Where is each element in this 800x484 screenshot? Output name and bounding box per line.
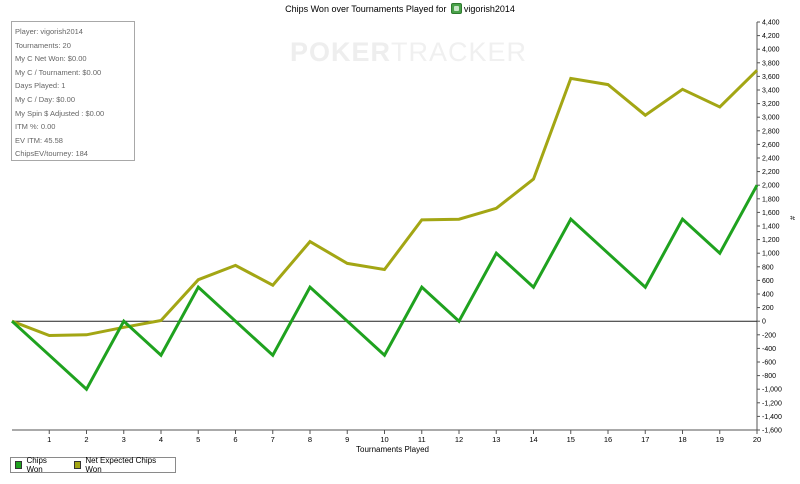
x-axis-label: Tournaments Played xyxy=(356,445,429,454)
stat-itm-percent: ITM %: 0.00 xyxy=(15,122,56,132)
stat-player: Player: vigorish2014 xyxy=(15,27,83,36)
y-tick-label: -400 xyxy=(762,346,776,353)
series-line-net-expected xyxy=(11,69,759,338)
stat-chipsev-per-tourney: ChipsEV/tourney: 184 xyxy=(15,149,88,159)
x-tick-label: 2 xyxy=(84,435,88,444)
y-tick-label: -600 xyxy=(762,360,776,367)
y-tick-label: 4,000 xyxy=(762,47,780,54)
player-icon xyxy=(450,3,462,14)
y-tick-label: 0 xyxy=(762,319,766,326)
y-tick-label: 2,000 xyxy=(762,183,780,190)
legend-item-chips-won: Chips Won xyxy=(15,456,62,474)
y-axis-label: # xyxy=(788,216,797,221)
stat-ev-itm: EV ITM: 45.58 xyxy=(15,135,63,145)
chart-title-player: vigorish2014 xyxy=(463,4,515,14)
legend-item-net-expected: Net Expected Chips Won xyxy=(73,456,167,474)
stats-box: Player: vigorish2014 Tournaments: 20 My … xyxy=(11,21,135,161)
x-tick-label: 15 xyxy=(567,435,575,444)
x-tick-label: 5 xyxy=(196,435,200,444)
legend-swatch-net-expected xyxy=(73,461,82,469)
y-tick-label: 2,200 xyxy=(762,169,780,176)
x-tick-label: 8 xyxy=(308,435,312,444)
pokertracker-watermark: POKERTRACKER xyxy=(290,37,528,67)
stat-spin-adjusted: My Spin $ Adjusted : $0.00 xyxy=(15,108,105,118)
y-tick-label: -1,600 xyxy=(762,428,782,435)
y-tick-label: -1,400 xyxy=(762,414,782,421)
x-tick-label: 9 xyxy=(345,435,349,444)
x-tick-label: 16 xyxy=(604,435,612,444)
stat-days-played: Days Played: 1 xyxy=(15,81,66,91)
y-tick-label: 1,400 xyxy=(762,224,780,231)
x-tick-label: 19 xyxy=(716,435,724,444)
x-tick-label: 14 xyxy=(529,435,537,444)
y-tick-label: -200 xyxy=(762,332,776,339)
x-tick-label: 6 xyxy=(233,435,237,444)
legend-label-net-expected: Net Expected Chips Won xyxy=(85,456,157,474)
y-tick-label: 800 xyxy=(762,264,774,271)
chart-series xyxy=(10,69,759,392)
chart-axes: 1 2 3 4 5 6 7 8 9 10 11 12 13 14 15 16 17 18 19 20Tournamen… xyxy=(12,20,797,454)
x-tick-label: 18 xyxy=(678,435,686,444)
x-tick-label: 12 xyxy=(455,435,463,444)
y-tick-label: 3,800 xyxy=(762,60,780,67)
stat-per-tournament: My C / Tournament: $0.00 xyxy=(15,67,102,77)
y-tick-label: 600 xyxy=(762,278,774,285)
x-tick-label: 4 xyxy=(159,435,163,444)
y-tick-label: 3,600 xyxy=(762,74,780,81)
y-tick-label: 1,200 xyxy=(762,237,780,244)
y-tick-label: 1,600 xyxy=(762,210,780,217)
legend-swatch-chips-won xyxy=(15,461,23,469)
y-tick-label: 200 xyxy=(762,305,774,312)
chart-title: Chips Won over Tournaments Played for vi… xyxy=(0,3,800,15)
chart-title-prefix: Chips Won over Tournaments Played for xyxy=(285,4,447,14)
x-tick-label: 1 xyxy=(47,435,51,444)
y-tick-label: 3,200 xyxy=(762,101,780,108)
series-line-chips-won xyxy=(10,184,759,392)
x-tick-label: 10 xyxy=(380,435,388,444)
y-tick-label: 1,000 xyxy=(762,251,780,258)
y-tick-label: -800 xyxy=(762,373,776,380)
y-tick-label: 4,400 xyxy=(762,20,780,27)
y-tick-label: 4,200 xyxy=(762,33,780,40)
chart-legend: Chips Won Net Expected Chips Won xyxy=(10,456,176,474)
x-tick-label: 13 xyxy=(492,435,500,444)
stat-tournaments: Tournaments: 20 xyxy=(15,40,71,50)
y-tick-label: 3,000 xyxy=(762,115,780,122)
y-tick-label: 2,800 xyxy=(762,128,780,135)
y-tick-label: 1,800 xyxy=(762,196,780,203)
stat-net-won: My C Net Won: $0.00 xyxy=(15,54,87,64)
y-tick-label: -1,200 xyxy=(762,400,782,407)
x-tick-label: 20 xyxy=(753,435,761,444)
x-tick-label: 11 xyxy=(418,435,426,444)
y-tick-label: 2,600 xyxy=(762,142,780,149)
y-tick-label: 3,400 xyxy=(762,88,780,95)
y-tick-label: -1,000 xyxy=(762,387,782,394)
y-tick-label: 2,400 xyxy=(762,156,780,163)
stat-per-day: My C / Day: $0.00 xyxy=(15,94,76,104)
x-tick-label: 7 xyxy=(271,435,275,444)
y-tick-label: 400 xyxy=(762,292,774,299)
legend-label-chips-won: Chips Won xyxy=(26,456,47,474)
x-tick-label: 17 xyxy=(641,435,649,444)
x-tick-label: 3 xyxy=(122,435,126,444)
